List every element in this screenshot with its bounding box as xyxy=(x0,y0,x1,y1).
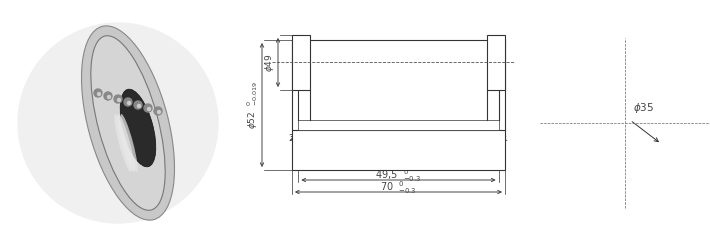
Ellipse shape xyxy=(120,89,155,167)
Circle shape xyxy=(154,107,162,115)
Circle shape xyxy=(107,96,111,98)
Text: $\phi$49: $\phi$49 xyxy=(263,53,276,72)
Ellipse shape xyxy=(82,26,175,220)
Text: $\phi$52  $^0_{-0.019}$: $\phi$52 $^0_{-0.019}$ xyxy=(245,81,260,129)
Circle shape xyxy=(18,23,218,223)
Text: 2,1: 2,1 xyxy=(495,134,509,143)
Ellipse shape xyxy=(91,36,165,210)
Bar xyxy=(292,35,310,90)
Circle shape xyxy=(138,105,141,108)
Circle shape xyxy=(148,108,151,110)
Bar xyxy=(292,130,505,170)
Ellipse shape xyxy=(114,114,131,172)
Text: 49,5  $^0_{-0.3}$: 49,5 $^0_{-0.3}$ xyxy=(376,167,422,184)
Bar xyxy=(298,120,498,130)
Circle shape xyxy=(144,104,152,112)
Circle shape xyxy=(128,101,131,105)
Circle shape xyxy=(134,101,142,109)
Circle shape xyxy=(104,92,112,100)
Text: 2,1: 2,1 xyxy=(288,134,302,143)
Circle shape xyxy=(124,98,132,106)
Circle shape xyxy=(94,89,102,97)
Ellipse shape xyxy=(120,114,138,172)
Ellipse shape xyxy=(117,114,135,172)
Text: $\phi$35: $\phi$35 xyxy=(633,101,654,115)
Text: 70  $^0_{-0.3}$: 70 $^0_{-0.3}$ xyxy=(380,179,417,196)
Circle shape xyxy=(158,110,160,113)
Circle shape xyxy=(97,93,101,96)
Bar xyxy=(487,35,505,90)
Circle shape xyxy=(114,95,122,103)
Circle shape xyxy=(117,98,121,101)
